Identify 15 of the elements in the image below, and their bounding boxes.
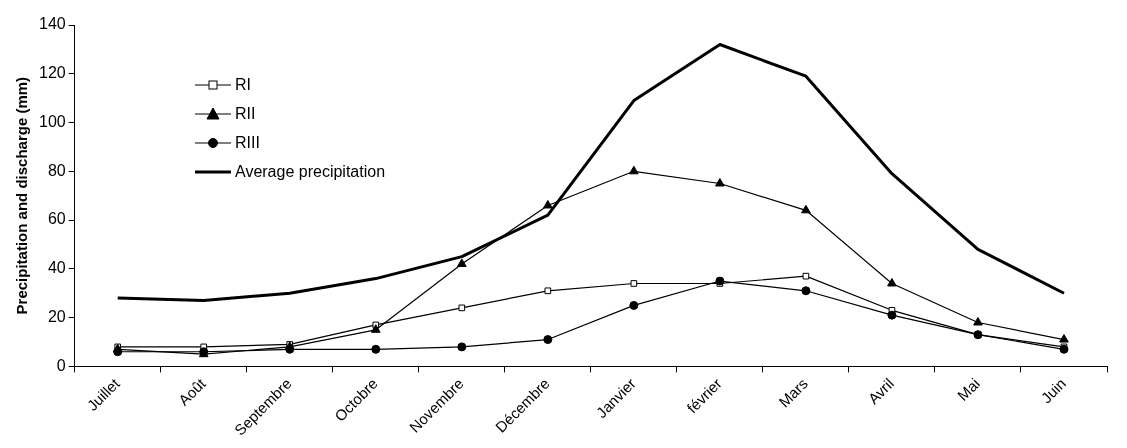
y-tick-label: 80 (47, 161, 66, 179)
y-tick-label: 140 (38, 15, 66, 33)
legend-label: RII (235, 104, 256, 123)
y-tick-label: 100 (38, 112, 66, 130)
y-tick-label: 60 (47, 210, 66, 228)
x-tick-label: Juin (1037, 374, 1070, 407)
y-tick-label: 20 (47, 308, 66, 326)
y-tick-label: 40 (47, 259, 66, 277)
legend-label: Average precipitation (235, 162, 386, 181)
y-tick-label: 0 (56, 356, 66, 374)
y-axis-title: Precipitation and discharge (mm) (13, 76, 31, 315)
y-tick-label: 120 (38, 64, 66, 82)
legend-label: RI (235, 75, 251, 94)
x-tick-label: Mai (953, 374, 984, 404)
legend-label: RIII (235, 133, 260, 152)
